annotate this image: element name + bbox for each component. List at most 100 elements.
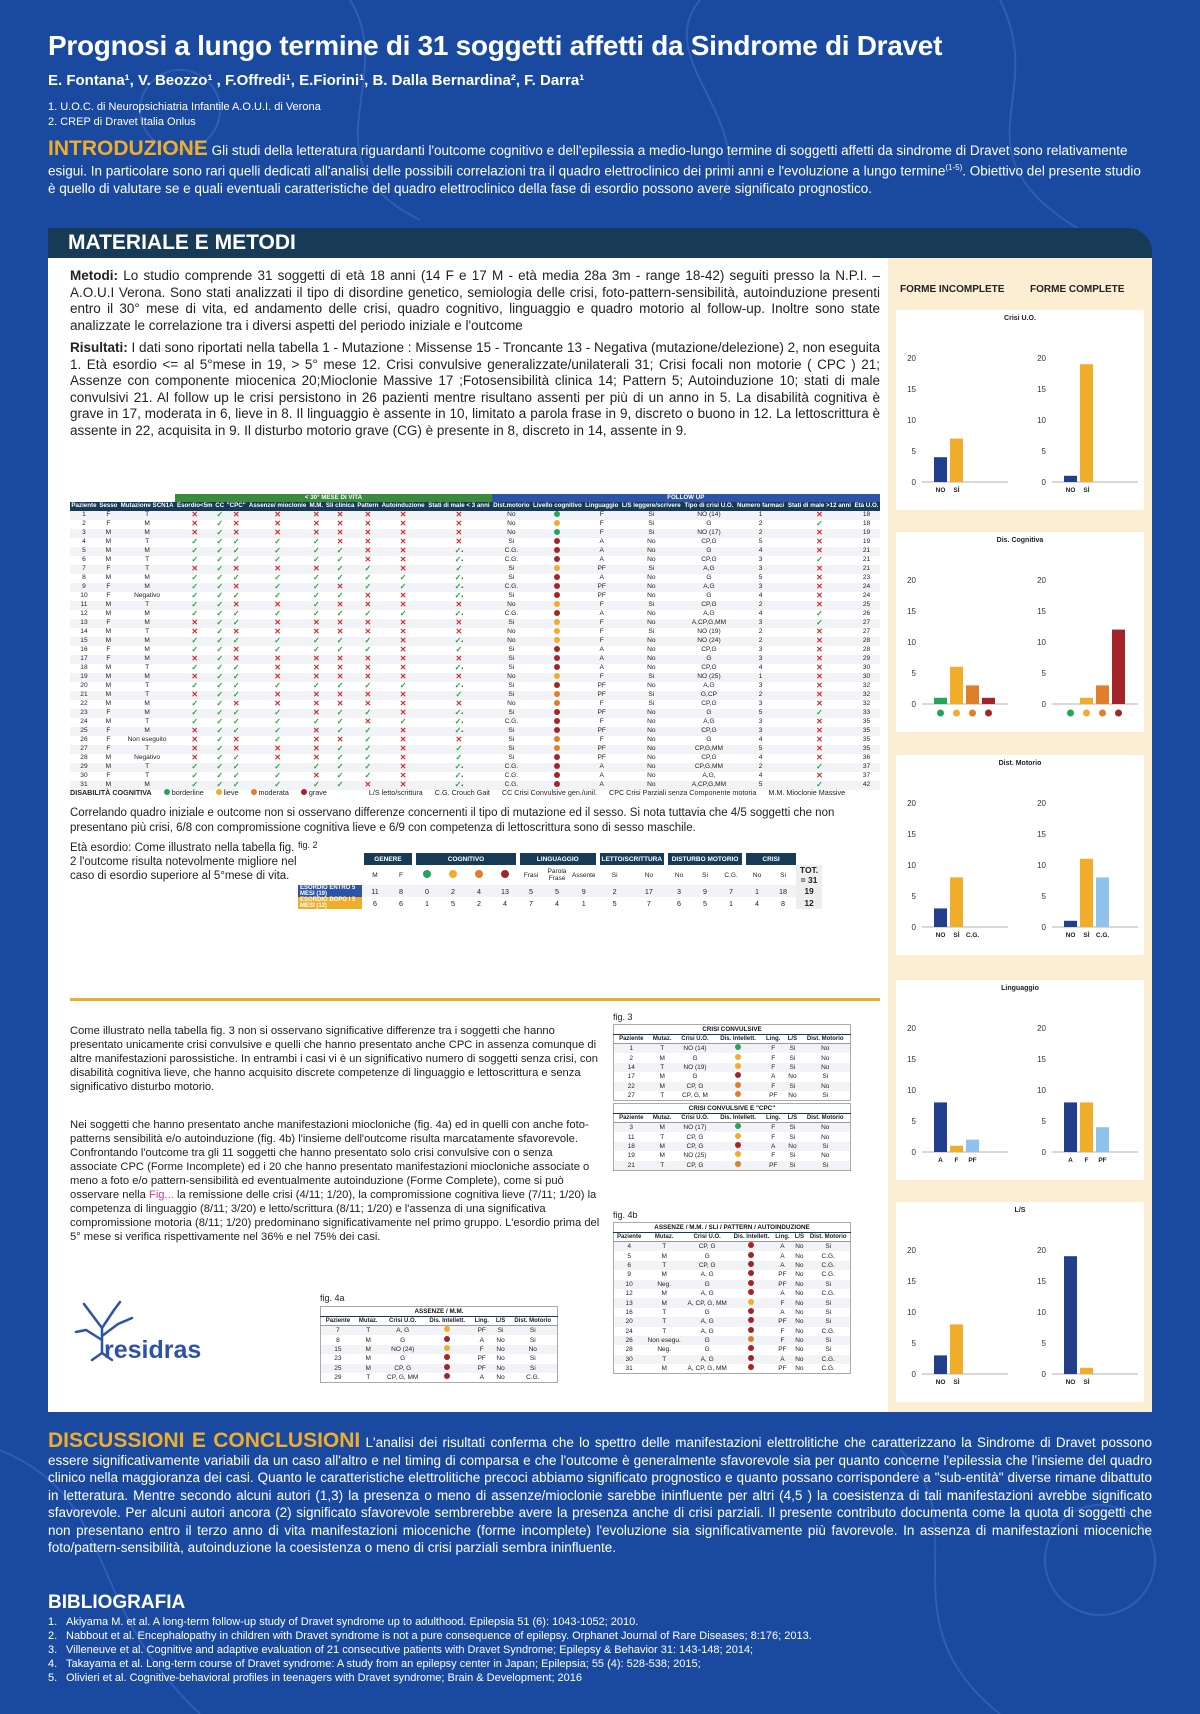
table-cell: G: [400, 1336, 406, 1344]
cognitive-dot: [554, 573, 561, 580]
table-cell: Si: [619, 690, 683, 700]
col-header: Crisi U.O.: [381, 1316, 424, 1327]
table-row: 6 M T ✓ ✓ ✓ ✓ ✓ ✓ ✕ ✕ ✓• C.G. A No CP,G 3 ✓ 21: [70, 555, 880, 565]
fig2-cell: 5: [544, 885, 570, 897]
fig2-sub: M: [372, 871, 378, 879]
table-row: 3 M NO (17) F Si No: [613, 1122, 851, 1133]
table-cell: CP,G: [701, 754, 717, 761]
check-icon: ✓: [191, 681, 199, 690]
table-cell: T: [660, 1133, 665, 1141]
y-tick-label: 5: [1042, 1339, 1047, 1348]
cross-icon: ✕: [274, 744, 281, 753]
table1-col-header: Livello cognitivo: [531, 502, 584, 511]
table-cell: No: [795, 1346, 804, 1354]
table-cell: T: [644, 1317, 685, 1327]
cross-icon: ✕: [274, 519, 281, 528]
table-cell: No: [491, 636, 532, 646]
cross-icon: ✕: [399, 537, 407, 546]
cross-icon: ✕: [364, 510, 372, 519]
chart-bar: [934, 1102, 947, 1152]
fig2-cell: 4: [466, 885, 492, 897]
cross-icon: ✕: [191, 735, 199, 744]
table-cell: Si: [789, 1133, 796, 1141]
cross-icon: ✕: [191, 519, 199, 528]
check-icon: ✓: [274, 555, 281, 564]
cross-icon: ✕: [274, 753, 281, 762]
table-cell: M: [118, 636, 176, 646]
cross-icon: ✕: [312, 672, 320, 681]
table-cell: PF: [597, 682, 606, 689]
table-cell: CP, G: [675, 1141, 714, 1152]
fig4a: ASSENZE / M.M. Paziente Mutaz. Crisi U.O. Di…: [320, 1306, 558, 1383]
check-icon: ✓: [216, 708, 224, 717]
table-cell: M: [644, 1298, 685, 1308]
chart-title: Linguaggio: [1001, 985, 1039, 992]
cross-icon: ✕: [399, 699, 407, 708]
check-icon: ✓: [336, 609, 344, 618]
table-cell: No: [492, 1344, 509, 1355]
y-tick-label: 0: [1042, 700, 1047, 709]
table-cell: No: [647, 754, 656, 761]
cross-icon: ✕: [399, 555, 407, 564]
y-tick-label: 20: [907, 1024, 916, 1033]
col-header: L/S: [784, 1034, 801, 1045]
table-cell: A: [479, 1373, 484, 1381]
table-cell: NO (17): [682, 528, 736, 538]
chart-card: [896, 310, 1144, 510]
check-icon: ✓: [216, 717, 224, 726]
table-cell: NO (14): [675, 1043, 714, 1054]
table-cell: T: [366, 1373, 371, 1381]
table-cell: C.G.: [491, 546, 532, 556]
cross-icon: ✕: [336, 537, 344, 546]
cross-icon: ✕: [399, 627, 407, 636]
chart-bar: [1080, 364, 1093, 482]
chart-bar: [950, 666, 963, 704]
table-cell: M: [648, 1122, 676, 1133]
fig-link[interactable]: Fig...: [148, 1189, 174, 1201]
table-cell: 4: [758, 664, 763, 671]
table-cell: CP, G: [675, 1160, 714, 1171]
cross-icon: ✕: [399, 708, 407, 717]
col-header: Dis. Intellett.: [713, 1034, 763, 1045]
x-tick-label: NO: [936, 932, 946, 939]
table-cell: Si: [491, 654, 532, 664]
table-cell: G: [692, 1054, 698, 1062]
table-cell: 37: [852, 762, 880, 772]
table-cell: 1: [70, 510, 98, 520]
table-cell: 10: [80, 592, 88, 599]
table1-col-header: Stati di male >12 anni: [785, 502, 853, 511]
cross-icon: ✕: [232, 735, 240, 744]
intro-text-2: . Obiettivo del presente studio è quello…: [48, 163, 1141, 196]
chart-bar: [1096, 685, 1109, 704]
check-icon: ✓: [216, 663, 224, 672]
table-row: 4 T CP, G A No Si: [613, 1241, 851, 1252]
check-icon: ✓: [312, 609, 320, 618]
check-icon: ✓: [364, 744, 372, 753]
cross-icon: ✕: [364, 546, 372, 555]
cross-icon: ✕: [312, 510, 320, 519]
cross-icon: ✕: [232, 519, 240, 528]
table-cell: M: [97, 636, 119, 646]
table-cell: No: [647, 736, 656, 743]
table1-col-header: Tipo di crisi U.O.: [682, 502, 736, 511]
intro-text: Gli studi della letteratura riguardanti …: [48, 143, 1128, 179]
table-cell: M: [105, 538, 112, 545]
table-cell: 24: [852, 582, 880, 592]
table-cell: 23: [862, 574, 871, 581]
fig2-sub: No: [752, 871, 762, 879]
cross-icon: ✕: [399, 546, 407, 555]
check-icon: ✓: [816, 780, 823, 789]
table-cell: T: [145, 556, 150, 563]
cross-icon: ✕: [816, 600, 823, 609]
check-icon: ✓: [216, 780, 224, 789]
table-cell: Si: [800, 1141, 851, 1152]
col-header: Mutaz.: [648, 1113, 676, 1124]
table-row: 18 M CP, G A No Si: [613, 1141, 851, 1152]
check-icon: ✓: [232, 546, 240, 555]
table-cell: 29: [70, 762, 98, 772]
check-icon: ✓: [216, 735, 224, 744]
legend-grave: grave: [300, 788, 327, 797]
cross-icon: ✕: [364, 627, 372, 636]
chart-title: Crisi U.O.: [1004, 315, 1036, 322]
y-tick-label: 20: [907, 354, 916, 363]
